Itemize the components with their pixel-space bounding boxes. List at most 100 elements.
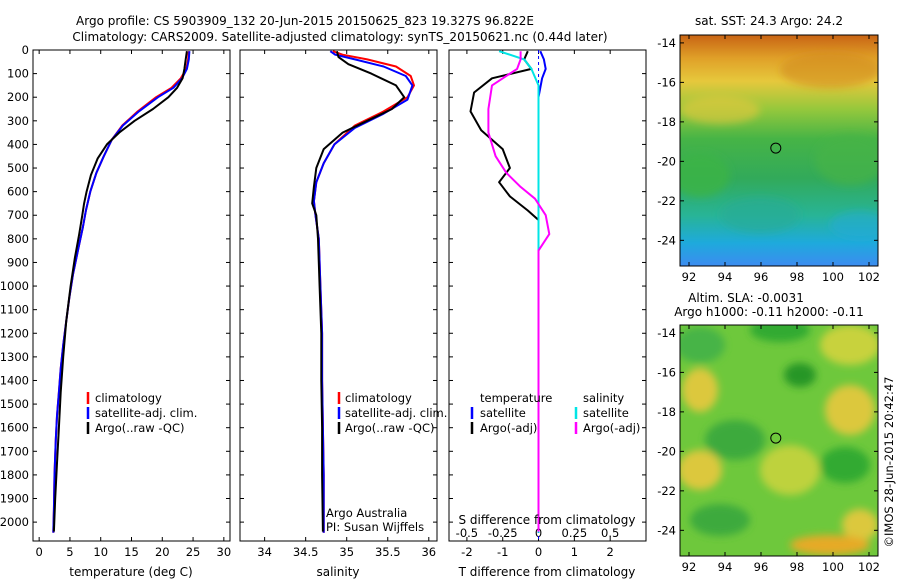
salinity-lines bbox=[311, 50, 415, 533]
depth-tick-label: 400 bbox=[7, 137, 29, 151]
longitude-tick-label: 96 bbox=[754, 270, 769, 284]
argo-location-marker bbox=[770, 432, 782, 444]
series-line-climatology bbox=[52, 51, 190, 533]
sla-patch bbox=[682, 368, 718, 412]
sst-patches bbox=[680, 52, 878, 239]
s-tick-label: 0.5 bbox=[601, 526, 619, 540]
salinity-xlabel: salinity bbox=[316, 565, 359, 579]
sla-map-title: Altim. SLA: -0.0031 bbox=[688, 291, 804, 305]
legend-title-salinity: salinity bbox=[583, 391, 624, 405]
longitude-tick-label: 96 bbox=[754, 560, 769, 574]
sla-map-image bbox=[680, 325, 878, 556]
sla-map-panel: Altim. SLA: -0.0031 Argo h1000: -0.11 h2… bbox=[657, 291, 880, 574]
longitude-tick-label: 102 bbox=[858, 560, 880, 574]
salinity-y-ticks bbox=[240, 49, 437, 523]
series-line-temperature-satellite bbox=[537, 50, 547, 533]
depth-tick-label: 700 bbox=[7, 208, 29, 222]
s-difference-label: S difference from climatology bbox=[459, 513, 636, 527]
legend-label-t-argo: Argo(-adj) bbox=[480, 421, 537, 435]
sst-map-title: sat. SST: 24.3 Argo: 24.2 bbox=[695, 14, 843, 28]
difference-x-axis: -2 -1 0 1 2 bbox=[461, 50, 614, 559]
depth-tick-label: 500 bbox=[7, 161, 29, 175]
legend-title-temperature: temperature bbox=[480, 391, 552, 405]
longitude-tick-label: 94 bbox=[718, 560, 733, 574]
depth-tick-label: 900 bbox=[7, 255, 29, 269]
sla-map-axes: 92 94 96 98 100 102 -14 -16 -18 -20 -22 -24 bbox=[657, 325, 880, 574]
legend-label-satellite: satellite-adj. clim. bbox=[345, 406, 447, 420]
latitude-tick-label: -24 bbox=[657, 233, 676, 247]
legend-label-t-satellite: satellite bbox=[480, 406, 526, 420]
sla-patch bbox=[690, 504, 750, 536]
sla-map-subtitle: Argo h1000: -0.11 h2000: -0.11 bbox=[674, 305, 864, 319]
salinity-x-axis: 34 34.5 35 35.5 36 bbox=[257, 50, 436, 559]
x-tick-label: -1 bbox=[497, 545, 508, 559]
longitude-tick-label: 100 bbox=[822, 270, 844, 284]
timestamp-note: ©IMOS 28-Jun-2015 20:42:47 bbox=[882, 377, 896, 548]
latitude-tick-label: -20 bbox=[657, 154, 676, 168]
x-tick-label: 30 bbox=[217, 545, 232, 559]
depth-tick-label: 200 bbox=[7, 90, 29, 104]
latitude-tick-label: -14 bbox=[657, 36, 676, 50]
s-tick-label: -0.25 bbox=[488, 526, 518, 540]
sst-map-panel: sat. SST: 24.3 Argo: 24.2 92 94 96 98 100 102… bbox=[657, 14, 880, 284]
latitude-tick-label: -16 bbox=[657, 75, 676, 89]
series-line-salinity-argo bbox=[487, 51, 551, 532]
x-tick-label: 15 bbox=[124, 545, 139, 559]
difference-lines bbox=[469, 50, 551, 541]
depth-tick-label: 1300 bbox=[0, 350, 29, 364]
x-tick-label: 35 bbox=[339, 545, 354, 559]
temperature-lines bbox=[52, 51, 191, 533]
longitude-tick-label: 98 bbox=[790, 560, 805, 574]
latitude-tick-label: -14 bbox=[657, 326, 676, 340]
longitude-tick-label: 102 bbox=[858, 270, 880, 284]
x-tick-label: 5 bbox=[66, 545, 73, 559]
s-difference-axis: -0.5-0.2500.250.5 bbox=[456, 526, 620, 540]
latitude-tick-label: -16 bbox=[657, 365, 676, 379]
series-line-salinity-satellite bbox=[498, 50, 540, 533]
title-line-1: Argo profile: CS 5903909_132 20-Jun-2015… bbox=[76, 14, 534, 28]
latitude-tick-label: -22 bbox=[657, 194, 676, 208]
latitude-tick-label: -18 bbox=[657, 115, 676, 129]
x-tick-label: 1 bbox=[571, 545, 578, 559]
salinity-axes-frame bbox=[239, 49, 438, 542]
longitude-tick-label: 100 bbox=[822, 560, 844, 574]
sla-patch bbox=[760, 445, 820, 495]
depth-tick-label: 1400 bbox=[0, 373, 29, 387]
temperature-panel: 0100200300400500600700800900100011001200… bbox=[0, 43, 231, 579]
s-tick-label: -0.5 bbox=[456, 526, 478, 540]
x-tick-label: 20 bbox=[155, 545, 170, 559]
sla-patch bbox=[820, 447, 870, 483]
legend-label-argo: Argo(..raw -QC) bbox=[345, 421, 435, 435]
depth-tick-label: 1000 bbox=[0, 279, 29, 293]
latitude-tick-label: -18 bbox=[657, 405, 676, 419]
sla-patch bbox=[680, 327, 725, 363]
annotation-argo-australia: Argo Australia bbox=[326, 506, 407, 520]
latitude-tick-label: -22 bbox=[657, 484, 676, 498]
depth-tick-label: 300 bbox=[7, 114, 29, 128]
sst-map-frame bbox=[679, 34, 879, 267]
sla-patch bbox=[790, 535, 870, 555]
sst-map-axes: 92 94 96 98 100 102 -14 -16 -18 -20 -22 -24 bbox=[657, 35, 880, 284]
longitude-tick-label: 94 bbox=[718, 270, 733, 284]
sla-patch bbox=[705, 420, 765, 460]
depth-tick-label: 1900 bbox=[0, 492, 29, 506]
depth-tick-label: 1600 bbox=[0, 421, 29, 435]
x-tick-label: 2 bbox=[607, 545, 614, 559]
sla-patches bbox=[680, 325, 878, 555]
depth-axis: 0 100 200 300 400 500 600 700 800 900 1000 1100 1200… bbox=[0, 43, 230, 529]
sst-patch bbox=[780, 52, 878, 88]
difference-panel: -2 -1 0 1 2 -0.5 -0.25 0 0.25 0.5 S difference f… bbox=[448, 49, 647, 579]
depth-tick-label: 800 bbox=[7, 232, 29, 246]
difference-axes-frame bbox=[448, 49, 647, 542]
series-line-temperature-argo bbox=[469, 50, 540, 532]
t-difference-label: T difference from climatology bbox=[458, 565, 636, 579]
salinity-legend: climatology satellite-adj. clim. Argo(..… bbox=[337, 391, 447, 435]
longitude-tick-label: 92 bbox=[682, 560, 697, 574]
s-tick-label: 0.25 bbox=[562, 526, 588, 540]
sla-patch bbox=[842, 509, 878, 541]
legend-label-s-argo: Argo(-adj) bbox=[583, 421, 640, 435]
longitude-tick-label: 92 bbox=[682, 270, 697, 284]
depth-tick-label: 2000 bbox=[0, 515, 29, 529]
annotation-pi: PI: Susan Wijffels bbox=[326, 520, 424, 534]
